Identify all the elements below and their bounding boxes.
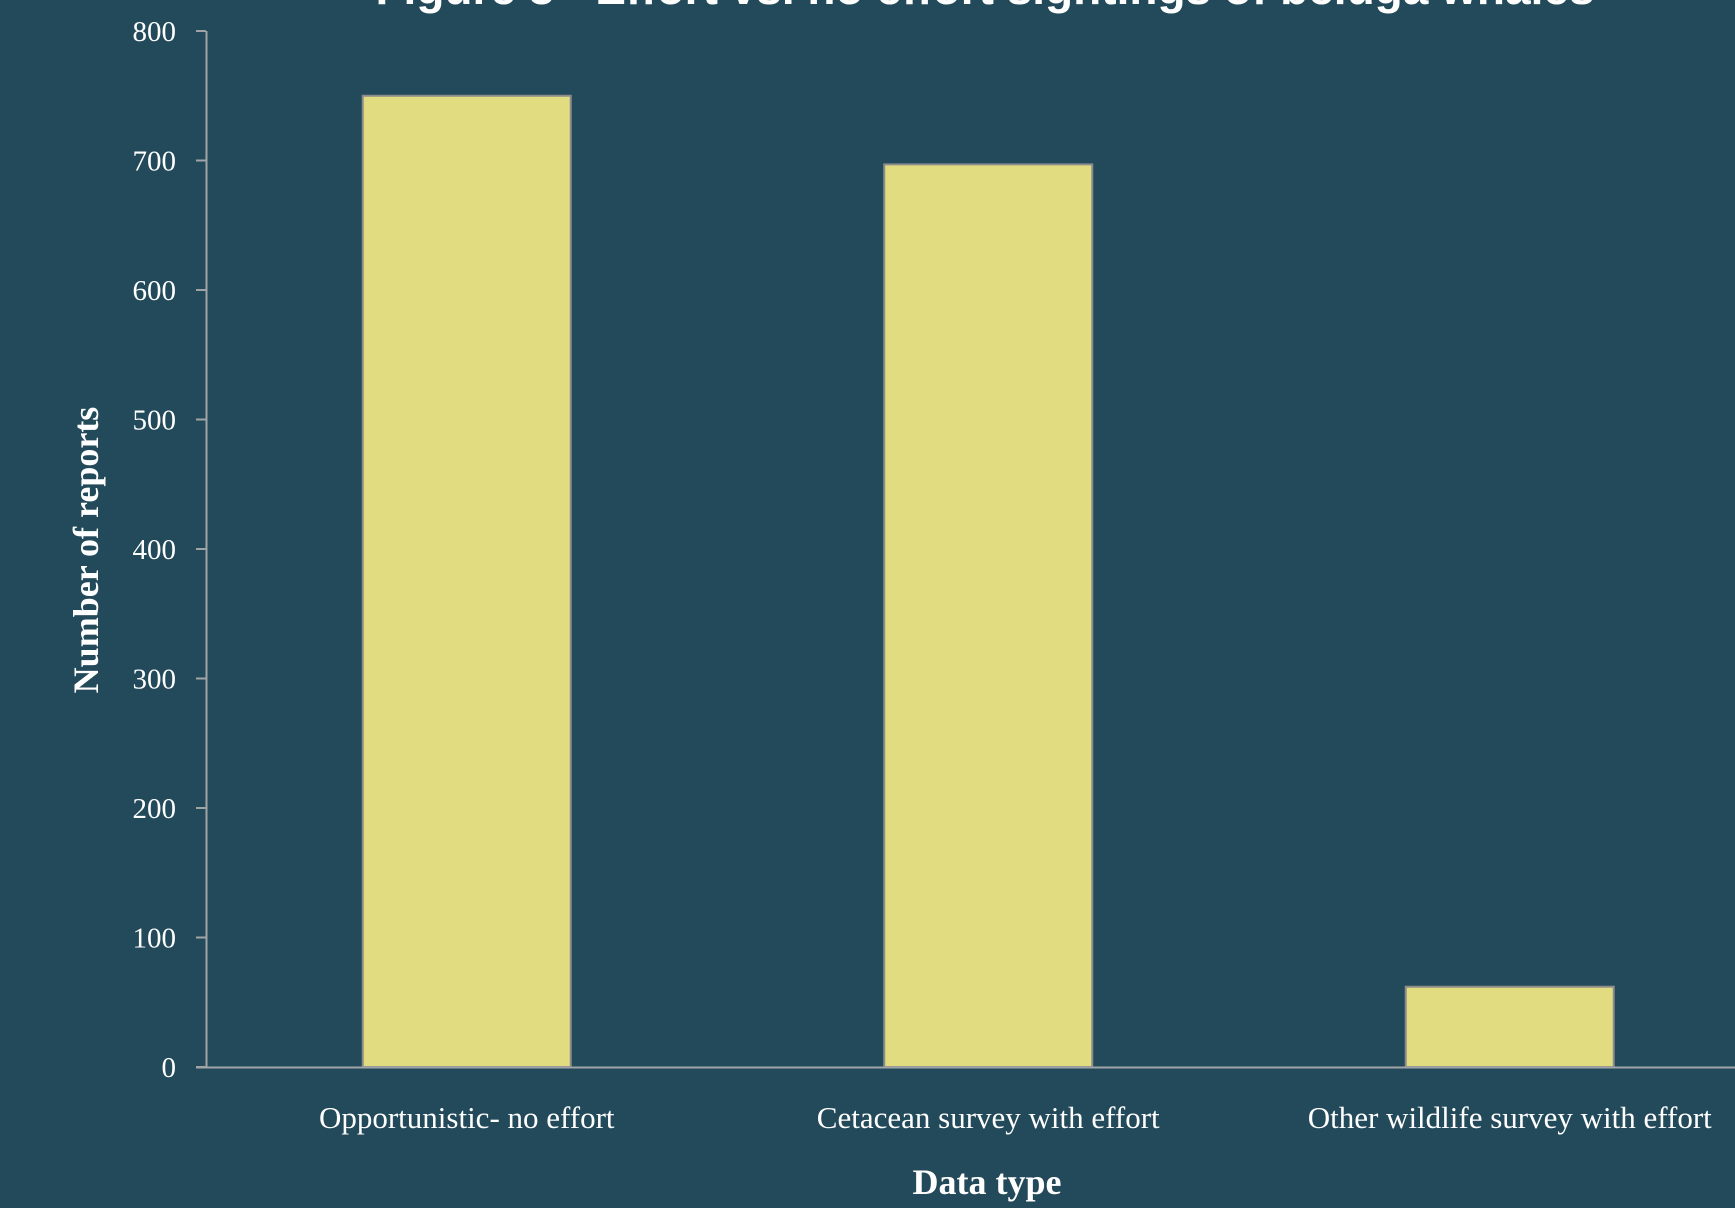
y-tick-label: 800 <box>133 16 177 48</box>
y-tick-label: 200 <box>133 793 177 825</box>
bars-group <box>361 94 1615 1069</box>
y-tick-label: 0 <box>162 1052 177 1084</box>
y-tick-label: 100 <box>133 923 177 955</box>
y-axis-title: Number of reports <box>66 407 106 694</box>
x-axis-labels: Opportunistic- no effort Cetacean survey … <box>319 1100 1712 1135</box>
y-tick-label: 700 <box>133 146 177 178</box>
x-category-label: Opportunistic- no effort <box>319 1100 615 1135</box>
bar-3 <box>1404 985 1615 1069</box>
bar-2 <box>883 163 1094 1068</box>
x-axis-title: Data type <box>913 1162 1062 1202</box>
x-category-label: Other wildlife survey with effort <box>1308 1100 1712 1135</box>
y-tick-label: 400 <box>133 534 177 566</box>
chart-title: Figure 3 - Effort vs. no effort sighting… <box>375 0 1594 14</box>
y-tick-label: 300 <box>133 664 177 696</box>
y-axis-ticks: 0 100 200 300 400 500 600 700 800 <box>133 16 206 1084</box>
x-category-label: Cetacean survey with effort <box>817 1100 1160 1135</box>
y-tick-label: 600 <box>133 275 177 307</box>
y-tick-label: 500 <box>133 405 177 437</box>
bar-1 <box>361 94 572 1068</box>
